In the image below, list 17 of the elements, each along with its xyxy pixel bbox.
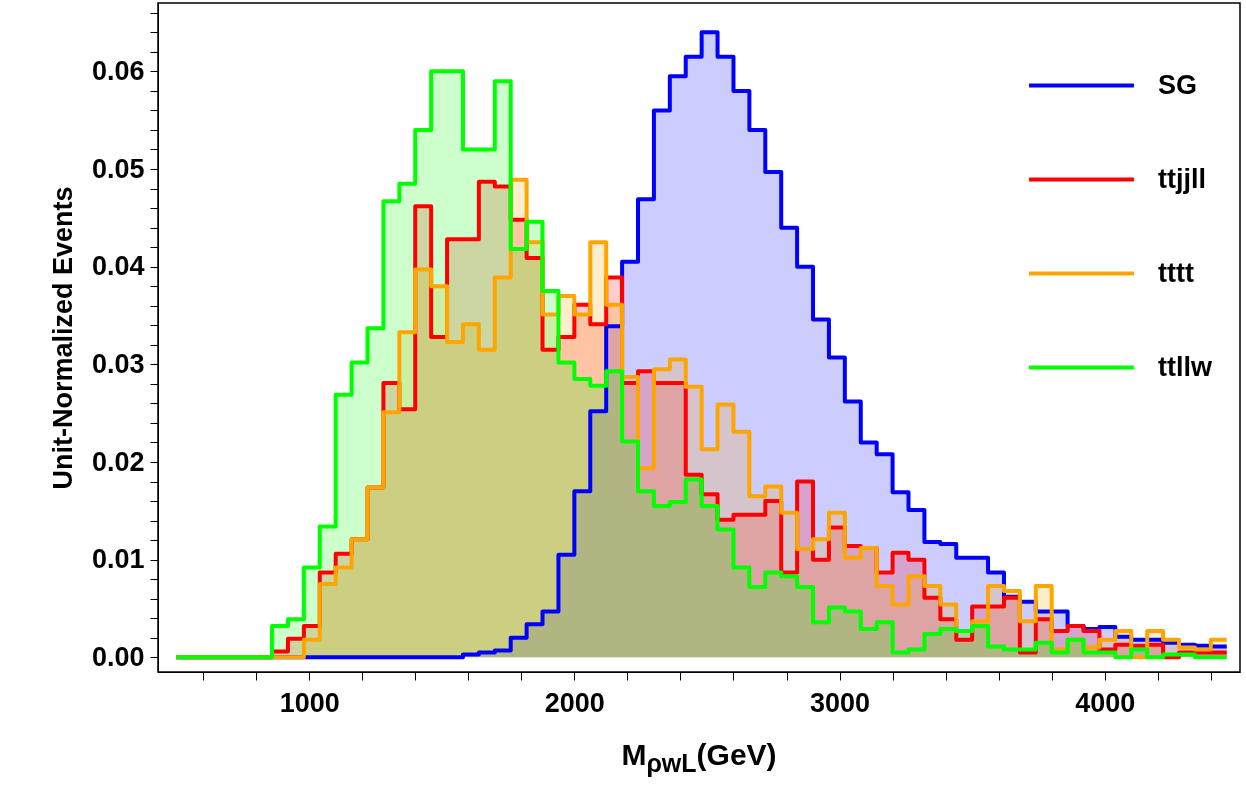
y-tick-label: 0.00	[91, 641, 145, 672]
y-axis-title: Unit-Normalized Events	[47, 186, 78, 490]
x-tick-label: 2000	[544, 687, 605, 718]
legend-label: SG	[1158, 69, 1198, 100]
legend-label: tttt	[1158, 257, 1194, 288]
x-tick-label: 4000	[1075, 687, 1136, 718]
x-tick-label: 3000	[810, 687, 871, 718]
y-tick-label: 0.01	[91, 544, 145, 575]
y-tick-label: 0.03	[91, 348, 145, 379]
x-axis-title: M$_{ρwL}$(GeV)	[620, 738, 778, 778]
y-tick-label: 0.05	[91, 153, 145, 184]
legend-label: ttjjll	[1158, 163, 1206, 194]
y-tick-label: 0.04	[91, 251, 145, 282]
x-tick-label: 1000	[279, 687, 340, 718]
y-tick-label: 0.02	[91, 446, 145, 477]
legend-label: ttllw	[1158, 351, 1213, 382]
y-tick-label: 0.06	[91, 55, 145, 86]
